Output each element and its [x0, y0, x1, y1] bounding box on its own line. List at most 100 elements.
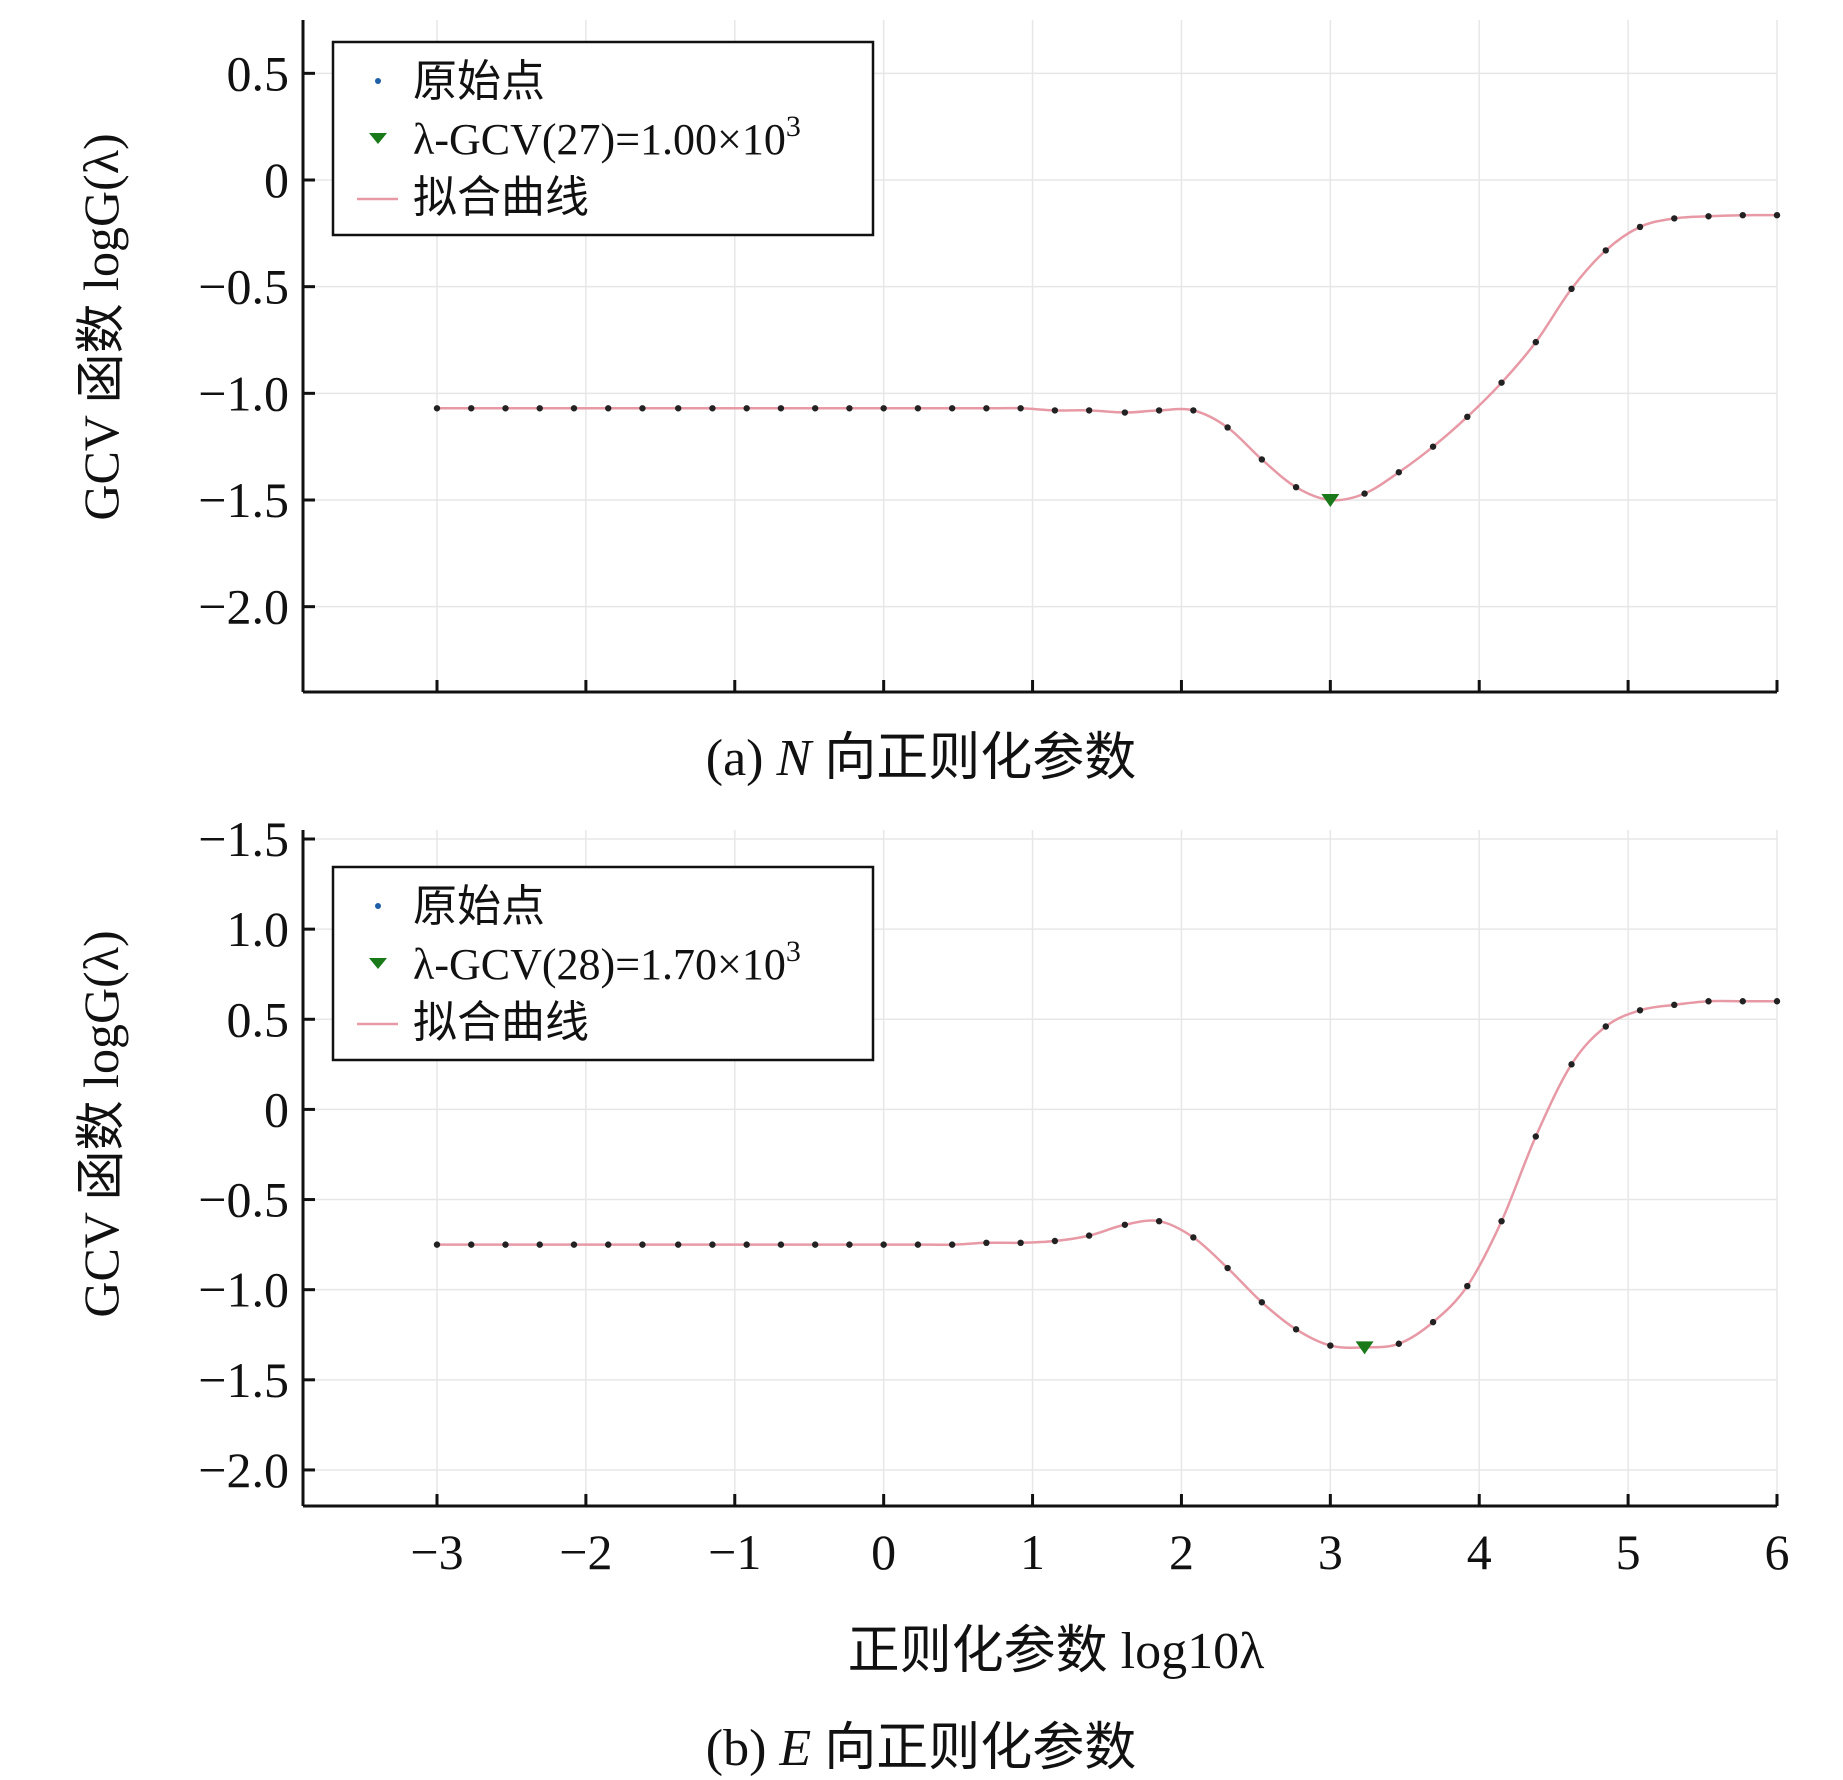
legend-marker-icon-b	[369, 958, 387, 969]
data-point-a-33	[1568, 285, 1575, 292]
x-tick-label-b-6: 3	[1318, 1524, 1343, 1580]
y-tick-label-b-2: 0.5	[227, 991, 290, 1047]
x-tick-label-b-7: 4	[1467, 1524, 1492, 1580]
legend-entry-b-2: 拟合曲线	[413, 998, 589, 1047]
data-point-a-10	[777, 405, 785, 412]
data-point-b-17	[1017, 1239, 1024, 1247]
data-point-b-32	[1532, 1133, 1540, 1140]
y-tick-label-a-1: 0	[264, 152, 289, 208]
y-tick-label-b-7: −2.0	[198, 1442, 289, 1498]
data-point-b-37	[1705, 998, 1712, 1005]
data-point-a-1	[468, 405, 475, 412]
data-point-a-21	[1155, 407, 1163, 414]
data-point-b-12	[846, 1241, 853, 1248]
x-tick-label-b-0: −3	[410, 1524, 463, 1580]
y-tick-label-a-2: −0.5	[198, 259, 289, 315]
data-point-b-8	[709, 1241, 716, 1248]
x-axis-label-b: 正则化参数 log10λ	[848, 1623, 1265, 1680]
data-point-b-4	[570, 1241, 578, 1248]
min-marker-a	[1321, 494, 1340, 507]
data-point-b-39	[1773, 998, 1781, 1005]
legend-box-b	[331, 865, 875, 1062]
data-point-a-18	[1051, 407, 1059, 414]
y-tick-label-b-0: −1.5	[198, 811, 289, 867]
y-tick-label-b-5: −1.0	[198, 1262, 289, 1318]
data-point-b-20	[1121, 1221, 1129, 1228]
data-point-a-34	[1602, 247, 1609, 254]
data-points-a	[433, 212, 1781, 504]
data-point-a-20	[1121, 409, 1129, 416]
x-tick-label-b-1: −2	[559, 1524, 612, 1580]
y-tick-label-a-5: −2.0	[198, 579, 289, 635]
data-point-b-26	[1327, 1342, 1334, 1349]
y-tick-label-b-3: 0	[264, 1081, 289, 1137]
data-point-a-16	[983, 405, 990, 412]
data-point-a-30	[1464, 413, 1471, 420]
x-tick-label-b-3: 0	[871, 1524, 896, 1580]
data-point-b-11	[811, 1241, 819, 1248]
data-point-b-18	[1051, 1237, 1059, 1245]
data-point-b-3	[536, 1241, 543, 1248]
data-point-a-38	[1739, 212, 1746, 219]
data-point-b-13	[880, 1241, 887, 1248]
legend-entry-a-1: λ-GCV(27)=1.00×103	[413, 110, 801, 164]
data-point-a-25	[1292, 484, 1300, 491]
data-point-a-7	[675, 405, 682, 412]
data-point-b-34	[1602, 1023, 1609, 1030]
data-point-a-29	[1429, 443, 1437, 450]
chart-panel-a: 0.5 0 −0.5 −1.0 −1.5 −2.0 GCV 函数 logG(λ) 原始点 …	[73, 20, 1781, 787]
data-point-a-27	[1361, 490, 1368, 497]
axes-b	[301, 830, 1779, 1508]
data-point-b-15	[948, 1241, 956, 1248]
data-point-b-5	[605, 1241, 612, 1248]
min-point-a	[1321, 494, 1340, 507]
data-point-b-31	[1498, 1217, 1505, 1225]
y-tick-labels-b: −1.5 1.0 0.5 0 −0.5 −1.0 −1.5 −2.0	[198, 811, 289, 1498]
data-point-a-15	[948, 405, 956, 412]
data-point-b-7	[675, 1241, 682, 1248]
data-point-a-3	[536, 405, 543, 412]
data-point-a-13	[880, 405, 887, 412]
data-point-a-4	[570, 405, 578, 412]
legend-box-a	[331, 40, 875, 237]
data-point-b-19	[1085, 1232, 1093, 1239]
data-point-b-38	[1739, 998, 1746, 1005]
data-point-a-32	[1532, 338, 1540, 346]
fitted-curve-b	[437, 999, 1777, 1349]
y-tick-label-b-1: 1.0	[227, 901, 290, 957]
legend-entry-a-0: 原始点	[413, 57, 545, 106]
data-points-b	[433, 998, 1781, 1351]
data-point-b-10	[777, 1241, 785, 1248]
data-point-a-35	[1636, 223, 1644, 231]
y-tick-label-a-0: 0.5	[227, 45, 290, 101]
caption-b: (b) E 向正则化参数	[706, 1720, 1136, 1777]
data-point-a-6	[639, 405, 646, 412]
fitted-curve-a	[437, 213, 1778, 502]
x-tick-label-b-8: 5	[1616, 1524, 1641, 1580]
data-point-a-39	[1773, 212, 1781, 219]
data-point-b-30	[1464, 1282, 1471, 1290]
grid-b	[303, 830, 1778, 1506]
chart-panel-b: −1.5 1.0 0.5 0 −0.5 −1.0 −1.5 −2.0 −3 −2 −1 0 1 2 3 4 5…	[73, 811, 1790, 1777]
data-point-b-23	[1224, 1264, 1231, 1272]
data-point-b-29	[1429, 1318, 1437, 1326]
data-point-a-31	[1498, 379, 1505, 386]
data-point-a-22	[1190, 407, 1197, 414]
legend-entry-b-1: λ-GCV(28)=1.70×103	[413, 935, 801, 989]
data-point-a-28	[1395, 469, 1403, 476]
x-tick-label-b-2: −1	[708, 1524, 761, 1580]
data-point-a-37	[1705, 213, 1712, 220]
data-point-a-9	[743, 405, 750, 412]
legend-point-icon-b	[375, 903, 381, 909]
x-tick-label-b-9: 6	[1765, 1524, 1790, 1580]
caption-a: (a) N 向正则化参数	[706, 730, 1136, 787]
y-tick-label-b-6: −1.5	[198, 1352, 289, 1408]
y-tick-label-a-4: −1.5	[198, 472, 289, 528]
data-point-b-2	[502, 1241, 509, 1248]
y-axis-label-a: GCV 函数 logG(λ)	[73, 133, 129, 520]
data-point-a-36	[1671, 215, 1678, 222]
axes-a	[301, 20, 1779, 694]
x-tick-label-b-5: 2	[1169, 1524, 1194, 1580]
data-point-b-28	[1395, 1340, 1403, 1347]
